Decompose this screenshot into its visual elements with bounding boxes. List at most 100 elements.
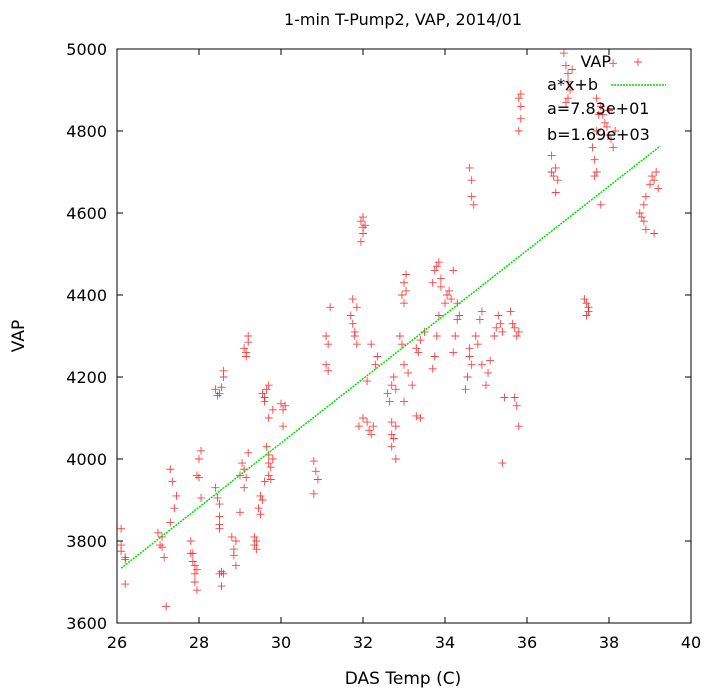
data-point [475,315,484,324]
data-point [313,475,322,484]
data-point [447,295,456,304]
data-point [383,389,392,398]
data-point [361,221,370,230]
data-point [162,602,171,611]
data-point [434,311,443,320]
data-point [508,319,517,328]
data-point [281,401,290,410]
data-point [482,381,490,390]
data-point [453,315,462,324]
data-point [252,537,261,545]
data-point [352,340,361,349]
data-point [385,397,394,406]
data-point [195,455,203,463]
data-point [260,477,269,486]
data-point [500,393,509,402]
data-point [416,414,425,422]
plot-frame [116,48,692,624]
data-point [568,65,577,74]
data-point [258,389,267,398]
data-points [117,49,663,611]
data-point [547,151,556,160]
legend-marker-vap [634,58,642,66]
data-point [592,94,601,103]
data-point [240,344,249,353]
data-point [324,340,333,349]
data-point [428,364,437,373]
data-point [192,471,201,480]
y-tick-label: 4000 [66,450,107,469]
data-point [192,565,201,574]
y-axis-label: VAP [9,320,29,352]
data-point [192,586,201,595]
data-point [492,323,501,332]
data-point [412,344,421,353]
y-tick-label: 4800 [66,122,107,141]
x-axis-label: DAS Temp (C) [345,669,461,689]
data-point [650,176,659,185]
data-point [236,508,244,517]
data-point [231,537,240,545]
chart-title: 1-min T-Pump2, VAP, 2014/01 [284,10,522,29]
x-tick-label: 40 [681,633,701,652]
data-point [596,200,605,209]
data-point [166,465,175,474]
data-point [397,291,406,299]
data-point [172,491,181,500]
y-tick-label: 3800 [66,532,107,551]
fit-line-path [120,145,661,569]
data-point [506,307,515,316]
data-point [400,397,408,406]
data-point [250,541,259,550]
data-point [498,327,507,336]
data-point [490,332,499,340]
fit-line [120,145,661,569]
x-tick-label: 30 [271,633,291,652]
data-point [391,422,400,431]
data-point [387,430,396,439]
data-point [217,582,226,591]
data-point [516,90,525,99]
data-point [451,332,460,340]
data-point [322,332,331,340]
data-point [264,471,273,480]
data-point [652,168,661,176]
data-point [590,172,599,181]
data-point [564,77,572,86]
data-point [262,385,271,394]
data-point [387,442,396,451]
data-point [434,258,443,267]
annotation-b: b=1.69e+03 [547,125,650,144]
data-point [465,163,474,172]
data-point [154,528,162,537]
data-point [268,405,277,414]
data-point [231,561,240,570]
data-point [607,135,616,144]
data-point [217,383,226,392]
data-point [354,422,363,431]
data-point [594,110,603,119]
data-point [389,373,398,381]
data-point [430,352,439,361]
data-point [121,555,130,564]
data-point [369,422,378,431]
data-point [279,405,288,414]
data-point [168,477,177,486]
data-point [256,491,265,500]
data-point [365,426,374,435]
data-point [449,266,458,275]
data-point [467,192,476,201]
data-point [596,102,605,111]
data-point [387,418,396,427]
data-point [516,102,525,111]
data-point [195,473,203,482]
data-point [400,299,408,308]
data-point [260,397,269,406]
data-point [510,323,519,332]
data-point [465,344,474,353]
x-tick-label: 28 [189,633,209,652]
data-point [455,311,464,320]
data-point [348,319,357,328]
data-point [373,352,382,361]
data-point [561,98,570,107]
